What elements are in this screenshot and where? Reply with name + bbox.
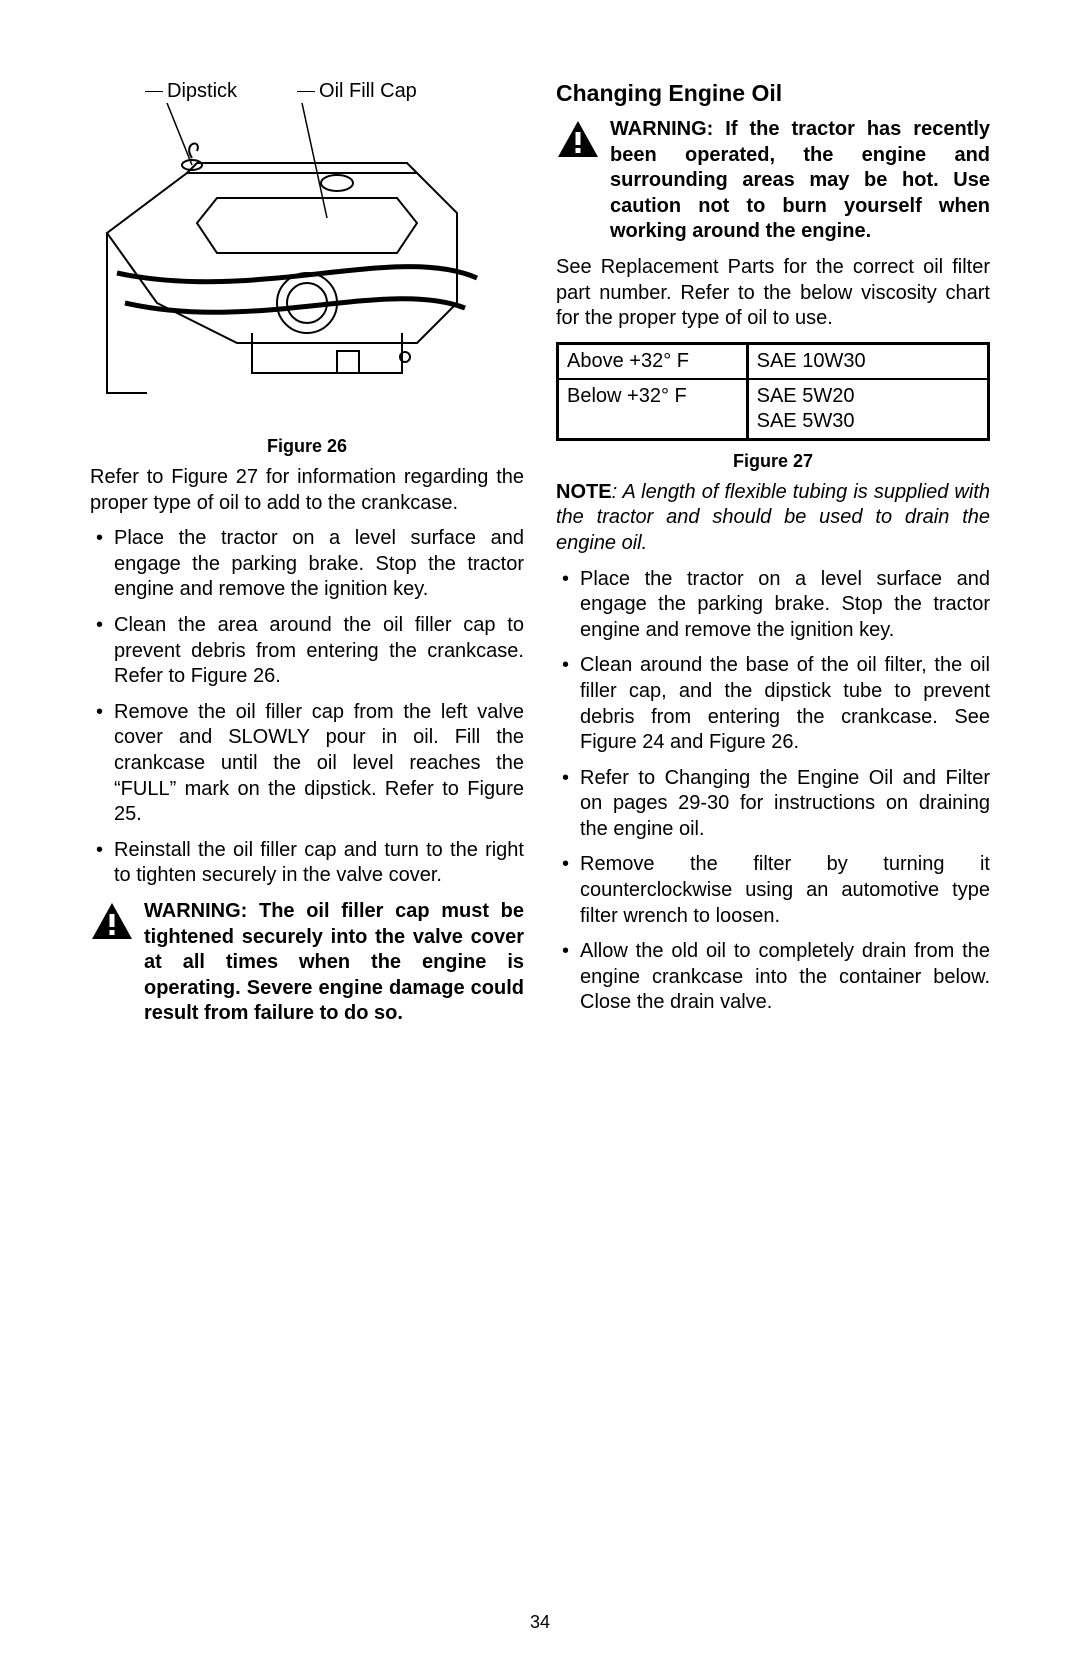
- table-cell: SAE 10W30: [747, 343, 988, 379]
- warning-icon: [556, 119, 600, 159]
- label-dipstick: Dipstick: [145, 80, 237, 103]
- list-item: Remove the oil filler cap from the left …: [90, 700, 524, 828]
- label-oil-fill-cap: Oil Fill Cap: [297, 80, 417, 103]
- table-cell: SAE 5W20 SAE 5W30: [747, 379, 988, 440]
- diagram-labels: Dipstick Oil Fill Cap: [90, 80, 524, 103]
- warning-icon: [90, 901, 134, 941]
- list-item: Allow the old oil to completely drain fr…: [556, 939, 990, 1016]
- right-warning-block: WARNING: If the tractor has recently bee…: [556, 117, 990, 245]
- figure-26-diagram: Dipstick Oil Fill Cap: [90, 80, 524, 430]
- right-column: Changing Engine Oil WARNING: If the trac…: [556, 80, 990, 1037]
- table-cell: Above +32° F: [558, 343, 748, 379]
- list-item: Clean around the base of the oil filter,…: [556, 653, 990, 755]
- left-bullet-list: Place the tractor on a level surface and…: [90, 526, 524, 889]
- list-item: Refer to Changing the Engine Oil and Fil…: [556, 766, 990, 843]
- engine-illustration: [90, 103, 524, 403]
- section-heading: Changing Engine Oil: [556, 80, 990, 107]
- viscosity-table: Above +32° F SAE 10W30 Below +32° F SAE …: [556, 342, 990, 441]
- left-intro-para: Refer to Figure 27 for information regar…: [90, 465, 524, 516]
- table-row: Above +32° F SAE 10W30: [558, 343, 989, 379]
- right-replacement-para: See Replacement Parts for the correct oi…: [556, 255, 990, 332]
- list-item: Clean the area around the oil filler cap…: [90, 613, 524, 690]
- left-warning-block: WARNING: The oil filler cap must be tigh…: [90, 899, 524, 1027]
- table-cell: Below +32° F: [558, 379, 748, 440]
- left-column: Dipstick Oil Fill Cap: [90, 80, 524, 1037]
- left-warning-text: WARNING: The oil filler cap must be tigh…: [144, 899, 524, 1027]
- list-item: Remove the filter by turning it counterc…: [556, 852, 990, 929]
- list-item: Reinstall the oil filler cap and turn to…: [90, 838, 524, 889]
- note-prefix: NOTE: [556, 481, 612, 503]
- figure-27-caption: Figure 27: [556, 451, 990, 472]
- list-item: Place the tractor on a level surface and…: [90, 526, 524, 603]
- page-content: Dipstick Oil Fill Cap: [90, 80, 990, 1037]
- figure-26-caption: Figure 26: [90, 436, 524, 457]
- right-warning-text: WARNING: If the tractor has recently bee…: [610, 117, 990, 245]
- table-row: Below +32° F SAE 5W20 SAE 5W30: [558, 379, 989, 440]
- note-paragraph: NOTE: A length of flexible tubing is sup…: [556, 480, 990, 557]
- right-bullet-list: Place the tractor on a level surface and…: [556, 567, 990, 1017]
- list-item: Place the tractor on a level surface and…: [556, 567, 990, 644]
- page-number: 34: [0, 1612, 1080, 1633]
- note-body: : A length of flexible tubing is supplie…: [556, 481, 990, 554]
